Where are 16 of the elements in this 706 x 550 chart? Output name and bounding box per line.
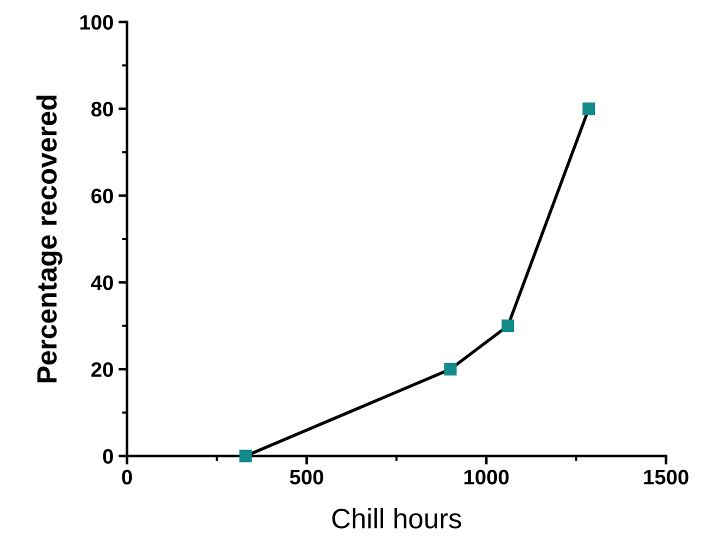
x-tick-label: 0 [122, 470, 132, 484]
point [502, 320, 514, 332]
point [582, 102, 595, 116]
y-tick-label: 80 [91, 102, 113, 117]
y-axis-title: Percentage recovered [36, 96, 62, 382]
y-tick-label: 20 [91, 362, 113, 377]
x-axis-title: Chill hours [332, 508, 462, 528]
x-tick-label: 1000 [464, 470, 509, 484]
x-tick-label: 1500 [644, 470, 688, 484]
x-tick-label: 500 [290, 470, 324, 484]
y-tick-label: 100 [80, 15, 113, 30]
point [444, 362, 457, 376]
point [239, 450, 252, 462]
y-tick-label: 60 [91, 188, 113, 204]
y-tick-label: 0 [103, 449, 113, 464]
y-tick-label: 40 [90, 275, 113, 290]
